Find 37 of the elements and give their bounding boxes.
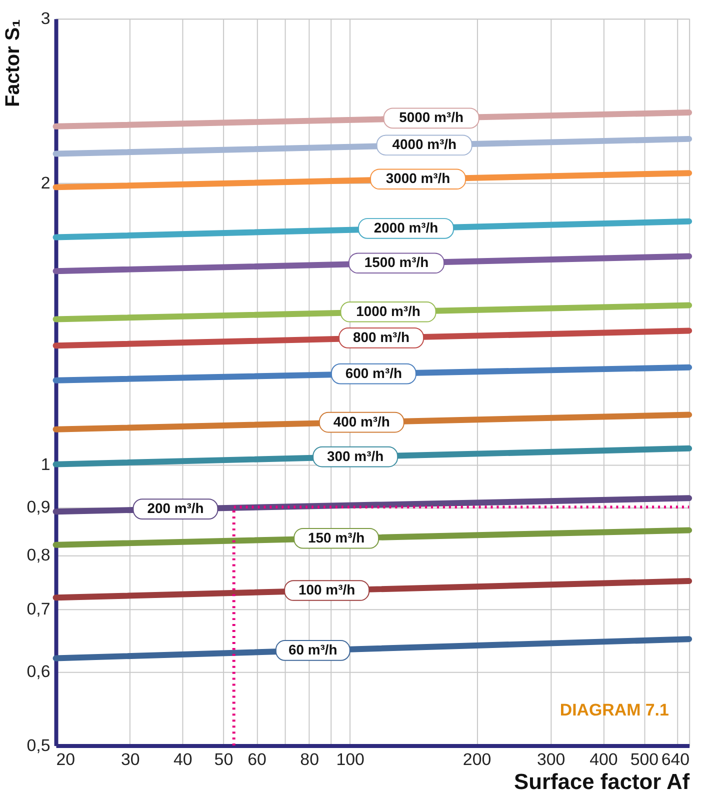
series-label: 1500 m³/h xyxy=(364,254,429,270)
series-label: 200 m³/h xyxy=(147,500,204,516)
annotation: DIAGRAM 7.1 xyxy=(560,700,669,720)
y-tick-label: 2 xyxy=(40,174,50,193)
y-tick-label: 1 xyxy=(40,454,50,474)
x-tick-label: 300 xyxy=(537,750,566,769)
y-tick-label: 0,8 xyxy=(26,545,50,564)
series-label: 60 m³/h xyxy=(288,641,338,658)
series-label: 100 m³/h xyxy=(298,581,356,598)
series-label: 150 m³/h xyxy=(308,529,365,546)
y-tick-label: 0,6 xyxy=(26,662,50,682)
x-tick-label: 20 xyxy=(56,750,76,769)
series-label: 5000 m³/h xyxy=(399,109,464,126)
series-label: 1000 m³/h xyxy=(356,302,420,319)
series-label: 3000 m³/h xyxy=(386,170,450,186)
x-tick-label: 100 xyxy=(336,750,364,769)
y-tick-label: 0,9 xyxy=(26,498,50,517)
series-label: 2000 m³/h xyxy=(374,219,438,236)
x-tick-label: 40 xyxy=(174,750,192,769)
x-tick-label: 500 xyxy=(630,750,659,769)
x-axis-title: Surface factor Af xyxy=(514,768,690,794)
y-axis-title: Factor S₁ xyxy=(2,19,24,107)
series-label: 300 m³/h xyxy=(327,448,384,464)
x-tick-label: 200 xyxy=(462,750,492,769)
x-tick-label: 50 xyxy=(214,750,234,769)
x-tick-label: 60 xyxy=(248,750,266,769)
series-label: 4000 m³/h xyxy=(392,136,457,152)
x-tick-label: 640 xyxy=(661,750,690,769)
series-label: 600 m³/h xyxy=(345,364,402,381)
x-tick-label: 80 xyxy=(300,750,319,769)
y-tick-label: 0,7 xyxy=(26,599,50,618)
x-tick-label: 400 xyxy=(590,750,618,769)
y-tick-label: 3 xyxy=(40,9,50,28)
x-tick-label: 30 xyxy=(120,750,140,769)
series-label: 400 m³/h xyxy=(333,413,390,430)
series-label: 800 m³/h xyxy=(353,328,410,345)
y-tick-label: 0,5 xyxy=(26,736,50,755)
